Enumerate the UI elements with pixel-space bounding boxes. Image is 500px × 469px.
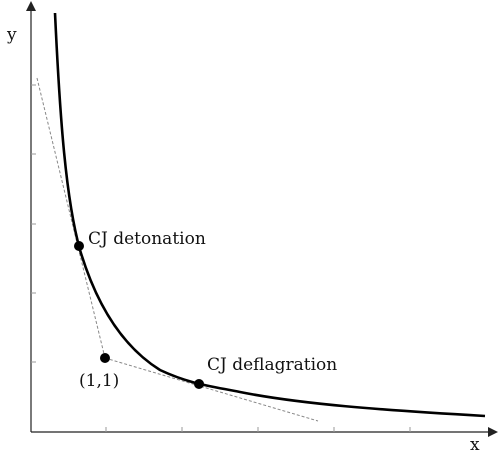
- rayleigh-line-deflagration: [104, 357, 319, 422]
- cj-detonation-point: [74, 241, 84, 251]
- y-axis-label: y: [6, 25, 17, 45]
- hugoniot-curve: [53, 12, 486, 418]
- cj-deflagration-point: [194, 379, 204, 389]
- origin-point: [100, 353, 110, 363]
- cj-detonation-label: CJ detonation: [88, 229, 206, 249]
- y-axis-ticks: [31, 84, 36, 363]
- origin-label: (1,1): [79, 371, 119, 391]
- x-axis-label: x: [470, 435, 480, 455]
- x-axis-ticks: [105, 427, 411, 432]
- cj-deflagration-label: CJ deflagration: [207, 355, 337, 375]
- rayleigh-line-detonation: [36, 77, 106, 359]
